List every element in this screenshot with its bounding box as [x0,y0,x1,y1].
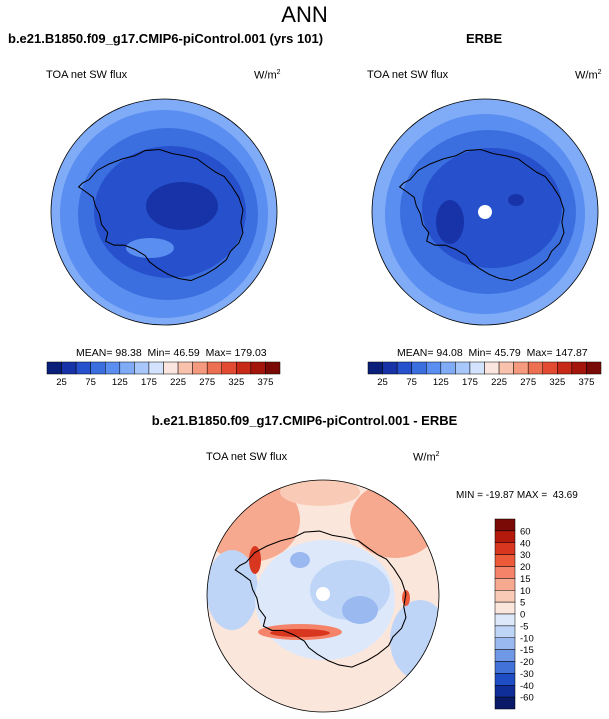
obs-colorbar-swatch-11 [527,361,543,375]
model-colorbar: 25 75 125 175 225 275 325 375 [46,361,281,388]
diff-colorbar-tick-label: 5 [520,598,525,609]
model-colorbar-tick-label: 175 [141,377,157,388]
page-title: ANN [281,2,328,27]
obs-colorbar-swatch-1 [382,361,398,375]
diff-colorbar-swatch-7 [494,601,516,615]
diff-colorbar-swatch-13 [494,673,516,686]
obs-map [371,98,599,326]
obs-colorbar-swatch-10 [513,361,529,375]
obs-colorbar-swatch-9 [498,361,514,375]
diff-colorbar-swatch-3 [494,554,516,567]
model-colorbar-swatch-8 [163,361,179,375]
model-colorbar-swatch-15 [265,361,281,375]
diff-colorbar-swatch-15 [494,696,516,710]
diff-colorbar-swatch-12 [494,661,516,674]
diff-colorbar-tick-label: -5 [520,621,528,632]
model-colorbar-swatch-10 [192,361,208,375]
obs-colorbar-swatch-7 [469,361,485,375]
model-colorbar-swatch-6 [134,361,150,375]
diff-panel-heading: b.e21.B1850.f09_g17.CMIP6-piControl.001 … [151,413,458,428]
model-colorbar-swatch-9 [177,361,193,375]
diff-colorbar-swatch-10 [494,637,516,650]
obs-colorbar-swatch-5 [440,361,456,375]
obs-colorbar-swatch-4 [426,361,442,375]
diff-colorbar-swatch-1 [494,530,516,543]
obs-variable-label: TOA net SW flux [367,69,449,81]
obs-colorbar-tick-label: 375 [579,377,595,388]
diff-units-label: W/m2 [413,451,440,464]
diff-colorbar-tick-label: -60 [520,693,534,704]
obs-colorbar-tick-label: 175 [462,377,478,388]
diff-colorbar-tick-label: 60 [520,526,531,537]
obs-colorbar-swatch-2 [396,361,412,375]
obs-units-label: W/m2 [575,69,602,82]
model-colorbar-swatch-13 [236,361,252,375]
obs-colorbar-tick-label: 25 [377,377,388,388]
diff-variable-label: TOA net SW flux [206,451,288,463]
model-colorbar-swatch-1 [61,361,77,375]
model-map [50,98,278,326]
diff-colorbar-tick-label: 10 [520,586,531,597]
model-colorbar-tick-label: 225 [170,377,186,388]
diff-colorbar-swatch-4 [494,566,516,579]
model-colorbar-tick-label: 75 [85,377,96,388]
model-colorbar-tick-label: 275 [199,377,215,388]
diff-colorbar-tick-label: 30 [520,550,531,561]
diff-colorbar-swatch-5 [494,578,516,591]
diff-colorbar-tick-label: 40 [520,538,531,549]
obs-colorbar-swatch-12 [542,361,558,375]
model-colorbar-swatch-12 [221,361,237,375]
obs-panel-heading: ERBE [466,31,503,46]
model-stats: MEAN= 98.38 Min= 46.59 Max= 179.03 [76,347,267,359]
diff-colorbar-tick-label: 0 [520,610,525,621]
obs-colorbar-swatch-15 [586,361,602,375]
obs-colorbar-tick-label: 325 [549,377,565,388]
model-colorbar-tick-label: 325 [228,377,244,388]
model-panel-heading: b.e21.B1850.f09_g17.CMIP6-piControl.001 … [8,31,324,46]
obs-colorbar-tick-label: 275 [520,377,536,388]
diff-colorbar-tick-label: 15 [520,574,531,585]
obs-colorbar-swatch-0 [367,361,383,375]
model-colorbar-swatch-3 [90,361,106,375]
diff-colorbar-tick-label: -30 [520,669,534,680]
obs-colorbar-swatch-8 [484,361,500,375]
obs-colorbar-swatch-13 [557,361,573,375]
diff-colorbar-swatch-14 [494,685,516,698]
model-colorbar-tick-label: 375 [258,377,274,388]
model-colorbar-swatch-5 [119,361,135,375]
obs-colorbar-tick-label: 75 [406,377,417,388]
diff-colorbar-tick-label: -10 [520,633,534,644]
model-units-label: W/m2 [254,69,281,82]
obs-colorbar-swatch-6 [455,361,471,375]
model-colorbar-swatch-2 [75,361,91,375]
model-colorbar-swatch-4 [105,361,121,375]
model-colorbar-tick-label: 125 [112,377,128,388]
model-colorbar-swatch-14 [250,361,266,375]
diff-colorbar-swatch-0 [494,518,516,532]
model-colorbar-swatch-11 [206,361,222,375]
diff-stats: MIN = -19.87 MAX = 43.69 [456,490,578,501]
obs-colorbar-swatch-14 [571,361,587,375]
obs-colorbar: 25 75 125 175 225 275 325 375 [367,361,602,388]
diff-colorbar-tick-label: -40 [520,681,534,692]
model-colorbar-swatch-0 [46,361,62,375]
obs-stats: MEAN= 94.08 Min= 45.79 Max= 147.87 [397,347,588,359]
diff-colorbar-tick-label: -15 [520,645,534,656]
obs-colorbar-tick-label: 225 [491,377,507,388]
diff-colorbar-swatch-9 [494,625,516,638]
diff-colorbar-tick-label: 20 [520,562,531,573]
obs-colorbar-tick-label: 125 [433,377,449,388]
model-colorbar-swatch-7 [148,361,164,375]
model-variable-label: TOA net SW flux [46,69,128,81]
diff-colorbar-swatch-11 [494,649,516,662]
model-colorbar-tick-label: 25 [56,377,67,388]
diff-colorbar-swatch-2 [494,542,516,555]
diff-colorbar-swatch-6 [494,590,516,603]
diff-map [206,479,440,713]
obs-colorbar-swatch-3 [411,361,427,375]
diff-colorbar-swatch-8 [494,613,516,627]
diff-colorbar-tick-label: -20 [520,657,534,668]
